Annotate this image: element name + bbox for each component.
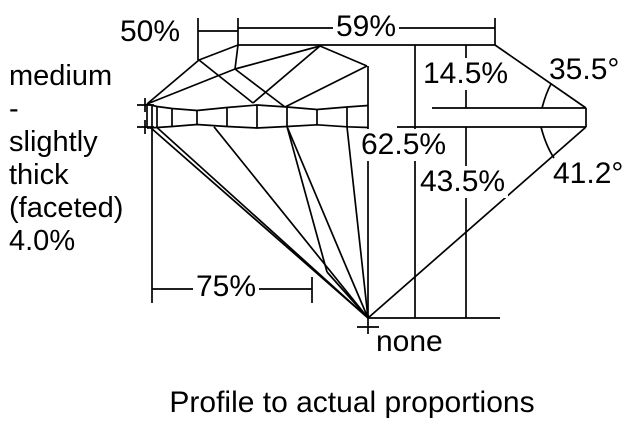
diagram-caption: Profile to actual proportions bbox=[169, 386, 535, 419]
pavilion-facets bbox=[150, 126, 369, 319]
culet-marker bbox=[357, 315, 379, 334]
crown-height-label: 14.5% bbox=[420, 58, 512, 90]
crown-angle-label: 35.5° bbox=[549, 53, 620, 86]
girdle-band bbox=[146, 103, 369, 129]
pavilion-depth-label: 43.5% bbox=[417, 166, 509, 198]
girdle-description-line: - bbox=[9, 93, 19, 125]
girdle-description-line: slightly bbox=[9, 126, 98, 158]
table-width-label: 59% bbox=[333, 11, 400, 43]
culet-label: none bbox=[376, 325, 443, 358]
pavilion-angle-label: 41.2° bbox=[553, 157, 624, 190]
girdle-description-line: 4.0% bbox=[9, 225, 76, 257]
girdle-description-line: medium bbox=[9, 60, 113, 92]
girdle-description-line: thick bbox=[9, 159, 69, 191]
star-length-label: 50% bbox=[120, 15, 181, 48]
girdle-description-line: (faceted) bbox=[9, 192, 124, 224]
girdle-description-label: medium - slightly thick (faceted) 4.0% bbox=[9, 60, 123, 258]
cross-section-outline bbox=[198, 44, 587, 319]
lower-girdle-length-label: 75% bbox=[193, 271, 260, 303]
pavilion-angle-arc bbox=[540, 126, 555, 159]
crown-facets bbox=[146, 44, 368, 108]
crown-angle-arc bbox=[541, 83, 552, 109]
total-depth-label: 62.5% bbox=[358, 129, 450, 161]
